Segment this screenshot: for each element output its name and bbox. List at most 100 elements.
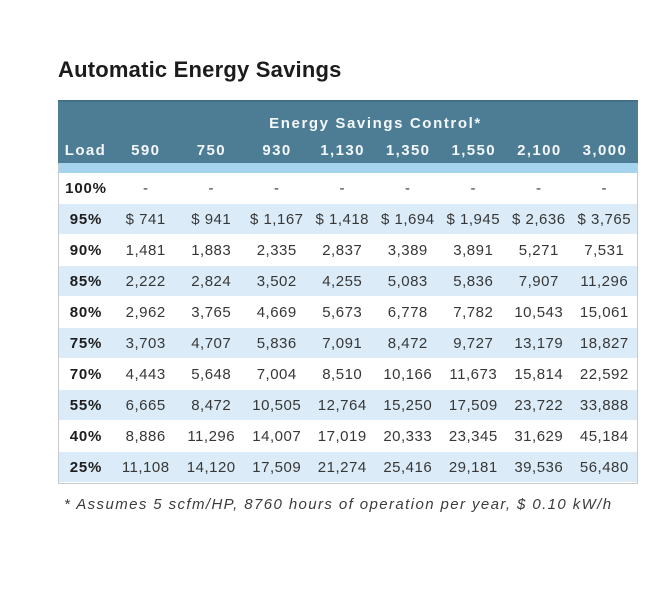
value-cell: 5,836: [256, 334, 297, 352]
value-cell: 11,108: [121, 458, 170, 476]
page: Automatic Energy Savings Energy Savings …: [58, 57, 638, 513]
table-row: 25% 11,108 14,120 17,509 21,274 25,416 29,181 3…: [59, 452, 637, 483]
load-column-spacer: [58, 102, 113, 138]
value-cell: 17,509: [448, 396, 498, 414]
table-footnote: * Assumes 5 scfm/HP, 8760 hours of opera…: [64, 496, 613, 513]
value-cell: 20,333: [383, 427, 433, 445]
value-cell: 6,665: [125, 396, 166, 414]
page-title: Automatic Energy Savings: [58, 57, 342, 82]
value-cell: 7,907: [518, 272, 559, 290]
table-row: 95% $ 741 $ 941 $ 1,167 $ 1,418 $ 1,694 $ 1,94…: [59, 204, 637, 235]
value-cell: 3,765: [191, 303, 232, 321]
table-header: Energy Savings Control* Load 590 750 930 1,1…: [58, 100, 638, 163]
load-cell: 85%: [69, 272, 103, 290]
value-cell: 2,335: [256, 241, 297, 259]
value-cell: 23,345: [448, 427, 498, 445]
value-cell: 4,707: [191, 334, 232, 352]
value-cell: 11,296: [580, 272, 629, 290]
value-cell: 2,837: [322, 241, 363, 259]
load-cell: 55%: [69, 396, 103, 414]
column-header: 930: [262, 142, 292, 159]
value-cell: 7,531: [584, 241, 625, 259]
value-cell: 15,250: [383, 396, 433, 414]
table-row: 70% 4,443 5,648 7,004 8,510 10,166 11,673 15,81…: [59, 359, 637, 390]
value-cell: 11,673: [449, 365, 498, 383]
table-row: 85% 2,222 2,824 3,502 4,255 5,083 5,836 7,907 11…: [59, 266, 637, 297]
value-cell: $ 1,694: [380, 210, 435, 228]
value-cell: 3,703: [125, 334, 166, 352]
value-cell: 8,886: [125, 427, 166, 445]
value-cell: 2,962: [125, 303, 166, 321]
value-cell: 29,181: [448, 458, 498, 476]
value-cell: -: [536, 179, 542, 197]
table-row: 100% - - - - - - - -: [59, 173, 637, 204]
value-cell: 5,271: [518, 241, 559, 259]
value-cell: 13,179: [514, 334, 564, 352]
value-cell: 10,166: [383, 365, 433, 383]
value-cell: 18,827: [579, 334, 629, 352]
table-group-header-row: Energy Savings Control*: [58, 100, 638, 138]
value-cell: $ 1,945: [446, 210, 501, 228]
value-cell: 10,543: [514, 303, 564, 321]
value-cell: 9,727: [453, 334, 494, 352]
load-cell: 75%: [69, 334, 103, 352]
value-cell: -: [470, 179, 477, 197]
value-cell: 1,481: [125, 241, 166, 259]
value-cell: 14,120: [186, 458, 236, 476]
value-cell: 5,836: [453, 272, 494, 290]
value-cell: 31,629: [514, 427, 564, 445]
value-cell: 10,505: [252, 396, 302, 414]
load-cell: 90%: [69, 241, 103, 259]
value-cell: -: [142, 179, 149, 197]
value-cell: 33,888: [579, 396, 629, 414]
value-cell: 8,472: [191, 396, 232, 414]
column-header: 1,130: [320, 142, 365, 159]
value-cell: 56,480: [579, 458, 629, 476]
value-cell: 3,891: [453, 241, 494, 259]
value-cell: 17,509: [252, 458, 302, 476]
value-cell: $ 741: [125, 210, 166, 228]
column-header-load: Load: [64, 142, 107, 159]
table-row: 75% 3,703 4,707 5,836 7,091 8,472 9,727 13,179 1…: [59, 328, 637, 359]
table-row: 40% 8,886 11,296 14,007 17,019 20,333 23,345 31…: [59, 421, 637, 452]
table-group-header: Energy Savings Control*: [269, 114, 482, 132]
value-cell: 8,510: [322, 365, 363, 383]
value-cell: 5,083: [387, 272, 428, 290]
load-cell: 40%: [69, 427, 103, 445]
load-cell: 95%: [69, 210, 103, 228]
value-cell: 5,648: [191, 365, 232, 383]
value-cell: 8,472: [387, 334, 428, 352]
column-header: 3,000: [582, 142, 628, 159]
load-cell: 100%: [65, 179, 107, 197]
column-header: 750: [196, 142, 226, 159]
value-cell: 2,824: [191, 272, 232, 290]
value-cell: -: [339, 179, 345, 197]
value-cell: 4,255: [322, 272, 363, 290]
value-cell: 7,091: [322, 334, 363, 352]
value-cell: 3,389: [387, 241, 428, 259]
value-cell: 4,669: [256, 303, 297, 321]
value-cell: $ 3,765: [577, 210, 632, 228]
table-rows: 100% - - - - - - - - 95% $ 741 $ 941 $ 1,167 $ 1,418 $…: [59, 173, 637, 483]
value-cell: 21,274: [317, 458, 367, 476]
table-row: 55% 6,665 8,472 10,505 12,764 15,250 17,509 23,…: [59, 390, 637, 421]
value-cell: $ 2,636: [512, 210, 566, 228]
value-cell: 3,502: [256, 272, 297, 290]
value-cell: 7,782: [453, 303, 494, 321]
value-cell: 39,536: [514, 458, 564, 476]
value-cell: -: [405, 179, 411, 197]
table-column-header-row: Load 590 750 930 1,130 1,350 1,550 2,100 3,000: [58, 138, 638, 163]
value-cell: 2,222: [125, 272, 166, 290]
value-cell: 17,019: [317, 427, 367, 445]
value-cell: 22,592: [579, 365, 629, 383]
column-header: 1,350: [385, 142, 431, 159]
table-row: 90% 1,481 1,883 2,335 2,837 3,389 3,891 5,271 7,…: [59, 235, 637, 266]
value-cell: 5,673: [322, 303, 363, 321]
value-cell: 15,061: [579, 303, 629, 321]
table-body: 100% - - - - - - - - 95% $ 741 $ 941 $ 1,167 $ 1,418 $…: [58, 163, 638, 484]
value-cell: 6,778: [387, 303, 428, 321]
value-cell: 23,722: [514, 396, 564, 414]
value-cell: -: [273, 179, 280, 197]
value-cell: 11,296: [187, 427, 236, 445]
value-cell: $ 941: [191, 210, 232, 228]
